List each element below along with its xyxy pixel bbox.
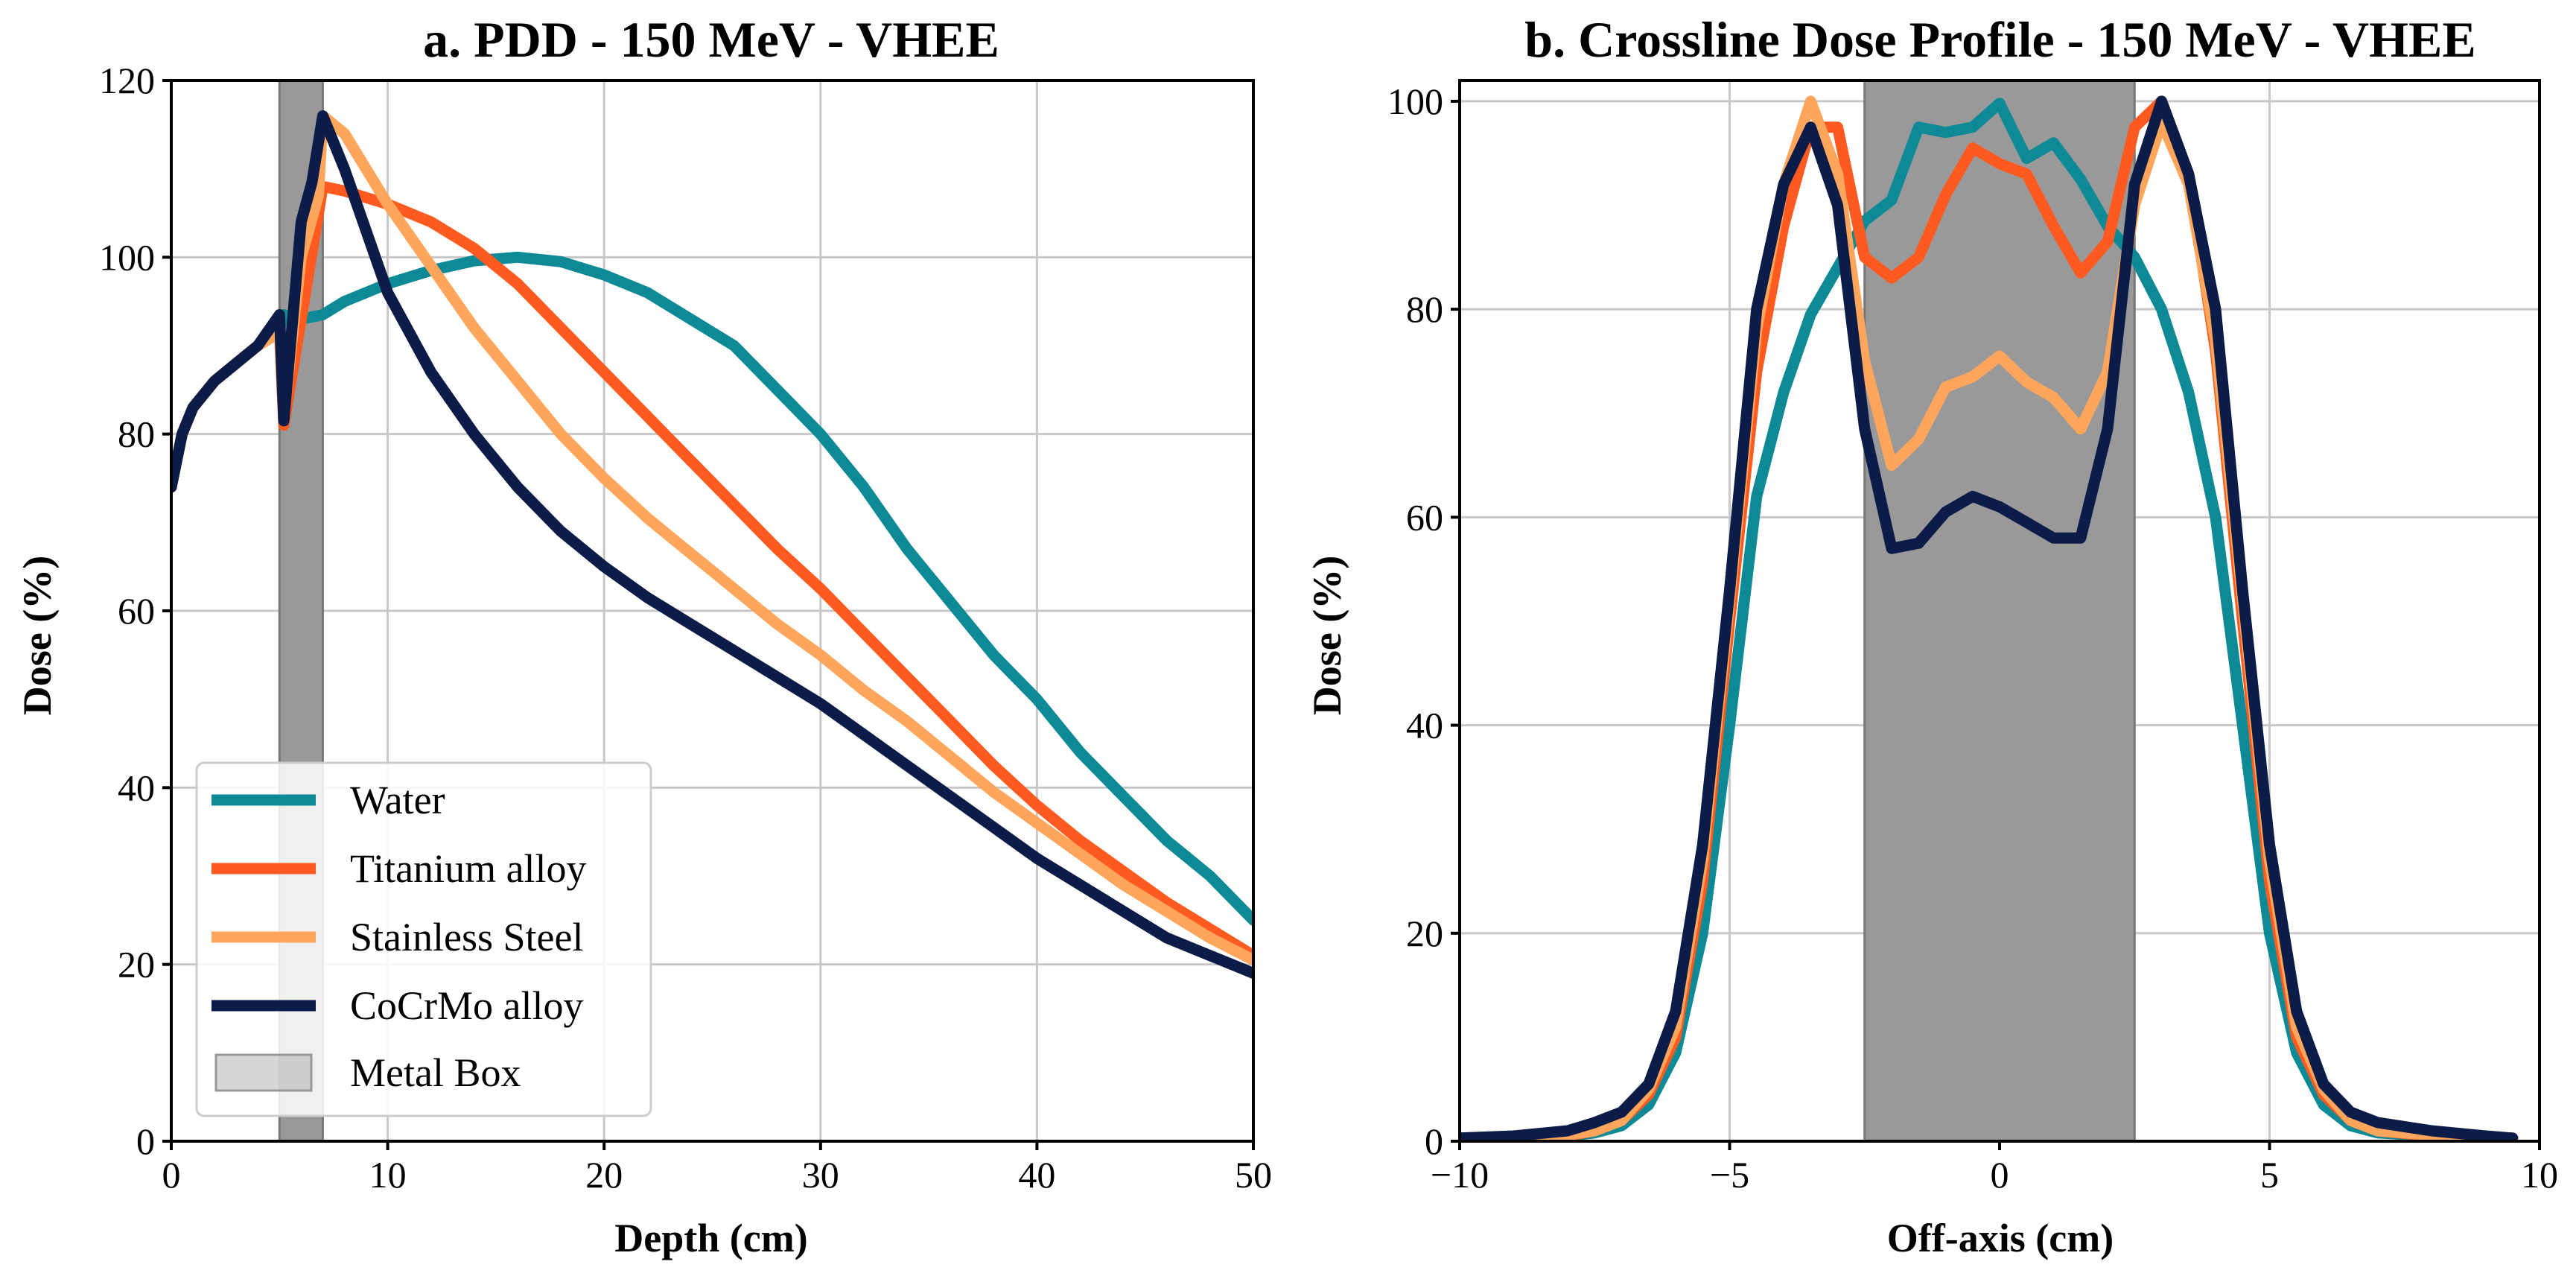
legend-label-metal-box: Metal Box: [350, 1050, 521, 1095]
panel-a-pdd-chart: a. PDD - 150 MeV - VHEE Depth (cm) Dose …: [15, 11, 1272, 1260]
panel-a-x-tick-label: 20: [585, 1154, 623, 1196]
panel-a-x-tick-label: 10: [369, 1154, 407, 1196]
panel-b-y-axis-label: Dose (%): [1305, 556, 1349, 715]
panel-a-y-tick-label: 0: [136, 1120, 155, 1162]
panel-a-y-tick-label: 100: [99, 236, 155, 278]
panel-b-series-cocrmo-alloy: [1460, 95, 2519, 1141]
panel-a-y-tick-label: 80: [118, 413, 155, 455]
legend-label-cocrmo-alloy: CoCrMo alloy: [350, 983, 584, 1028]
panel-b-y-tick-label: 20: [1406, 913, 1443, 954]
panel-b-series-water: [1460, 98, 2519, 1141]
panel-b-x-tick-label: 10: [2521, 1154, 2558, 1196]
panel-b-metal-box-region: [1863, 79, 2136, 1143]
panel-b-x-tick-label: 0: [1991, 1154, 2009, 1196]
panel-b-x-tick-label: 5: [2260, 1154, 2279, 1196]
panel-a-x-tick-label: 30: [802, 1154, 839, 1196]
panel-b-y-tick-label: 80: [1406, 288, 1443, 330]
panel-b-title: b. Crossline Dose Profile - 150 MeV - VH…: [1524, 11, 2475, 68]
panel-a-x-axis-label: Depth (cm): [614, 1216, 807, 1260]
panel-a-x-tick-label: 40: [1018, 1154, 1055, 1196]
legend-label-water: Water: [350, 778, 445, 822]
panel-a-y-tick-label: 60: [118, 590, 155, 632]
panel-b-x-tick-label: −5: [1710, 1154, 1749, 1196]
legend-swatch-metal-box: [214, 1053, 313, 1092]
panel-a-y-axis-label: Dose (%): [15, 556, 60, 715]
legend-label-stainless-steel: Stainless Steel: [350, 915, 583, 959]
panel-a-y-tick-label: 120: [99, 60, 155, 101]
panel-a-y-tick-label: 40: [118, 767, 155, 808]
legend-frame: [195, 761, 652, 1117]
panel-a-title: a. PDD - 150 MeV - VHEE: [423, 11, 999, 68]
panel-b-crossline-chart: b. Crossline Dose Profile - 150 MeV - VH…: [1305, 11, 2558, 1260]
panel-a-series-cocrmo-alloy: [171, 110, 1253, 979]
legend: Water Titanium alloy Stainless Steel CoCrMo…: [195, 761, 652, 1117]
panel-a-y-tick-label: 20: [118, 944, 155, 986]
panel-b-y-tick-label: 60: [1406, 496, 1443, 538]
legend-label-titanium-alloy: Titanium alloy: [350, 846, 587, 891]
panel-a-x-tick-label: 50: [1235, 1154, 1272, 1196]
panel-a-x-tick-label: 0: [162, 1154, 181, 1196]
panel-b-x-axis-label: Off-axis (cm): [1887, 1216, 2114, 1260]
panel-b-x-tick-label: −10: [1431, 1154, 1489, 1196]
panel-b-y-tick-label: 0: [1425, 1120, 1443, 1162]
panel-b-y-tick-label: 100: [1387, 80, 1443, 122]
panel-b-y-tick-label: 40: [1406, 705, 1443, 746]
